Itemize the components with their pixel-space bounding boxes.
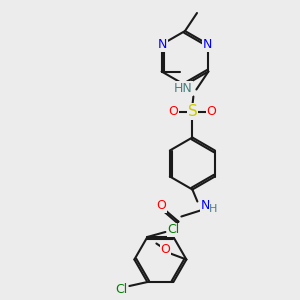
Text: N: N — [158, 38, 167, 51]
Text: O: O — [206, 105, 216, 118]
Text: HN: HN — [174, 82, 192, 95]
Text: O: O — [168, 105, 178, 118]
Text: N: N — [201, 199, 210, 212]
Text: S: S — [188, 104, 197, 119]
Text: Cl: Cl — [115, 283, 128, 296]
Text: O: O — [156, 199, 166, 212]
Text: N: N — [203, 38, 212, 51]
Text: Cl: Cl — [167, 224, 179, 236]
Text: O: O — [160, 243, 170, 256]
Text: H: H — [209, 203, 218, 214]
